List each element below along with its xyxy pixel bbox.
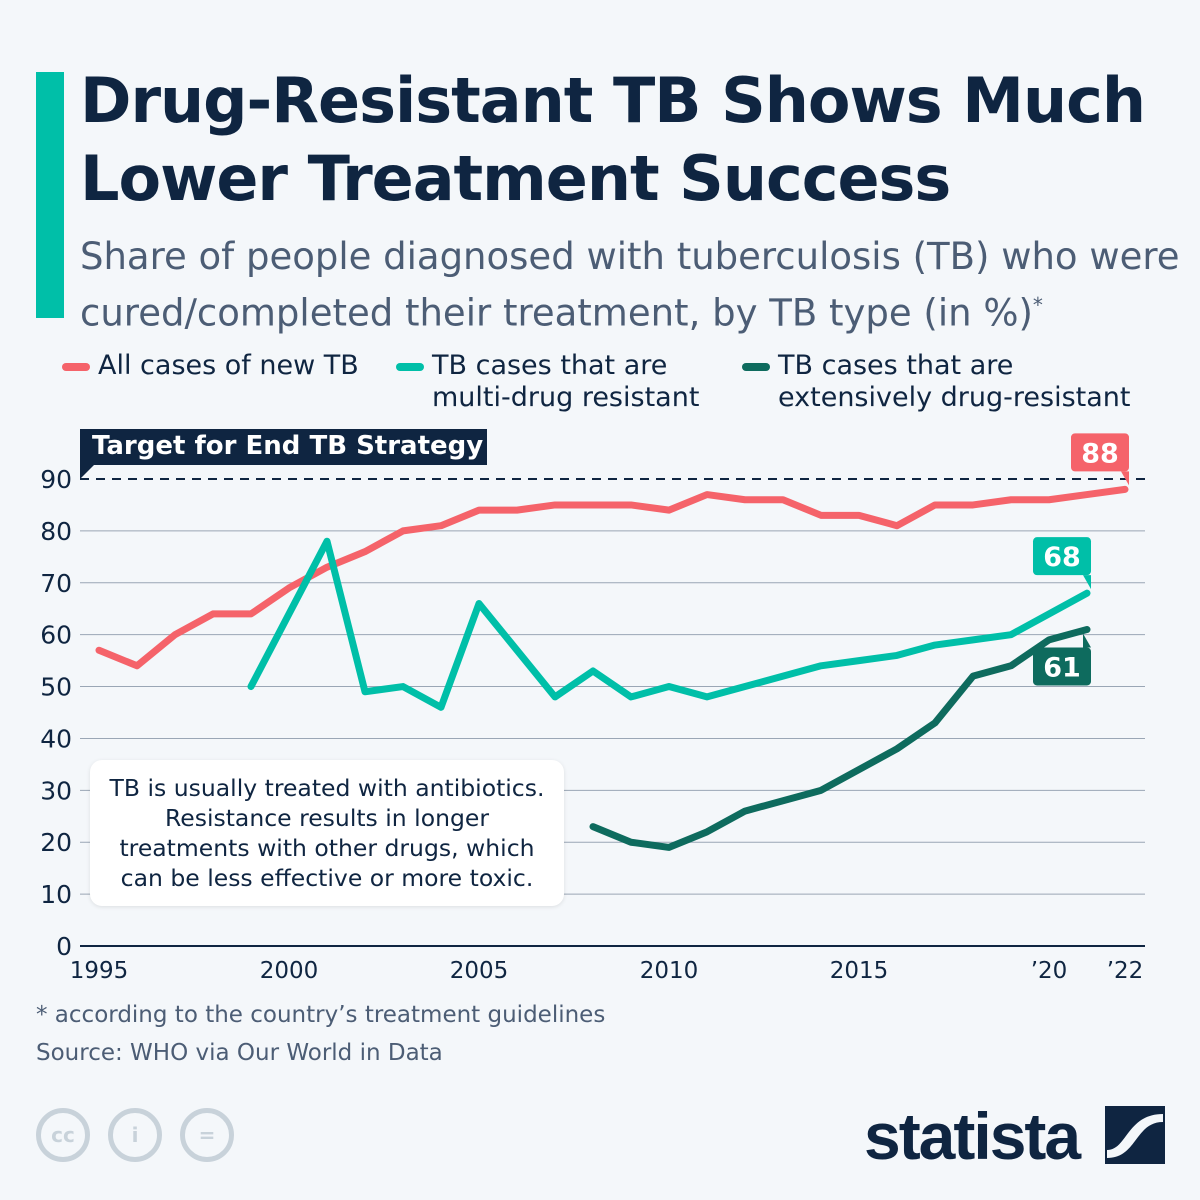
badge-pointer	[1121, 471, 1129, 486]
target-label-box	[80, 429, 487, 479]
no-derivatives-icon[interactable]: =	[180, 1108, 234, 1162]
legend-item-mdr: TB cases that are multi-drug resistant	[396, 350, 700, 414]
end-value-badge	[1033, 647, 1091, 686]
x-tick-label: ’22	[1107, 958, 1144, 984]
y-tick-label: 40	[40, 724, 72, 753]
logo-text: statista	[864, 1099, 1081, 1173]
y-tick-label: 90	[40, 465, 72, 494]
legend-label: TB cases that are	[432, 350, 668, 381]
accent-bar	[36, 72, 64, 318]
y-tick-label: 70	[40, 569, 72, 598]
cc-icon[interactable]: cc	[36, 1108, 90, 1162]
x-tick-label: 2000	[260, 958, 319, 984]
end-value-label: 68	[1043, 542, 1081, 573]
line-chart: Target for End TB Strategy 0 10 20 30 40 50 60…	[40, 429, 1145, 984]
y-tick-label: 10	[40, 880, 72, 909]
series-line-2	[589, 625, 1091, 851]
y-tick-label: 50	[40, 673, 72, 702]
subtitle-text: Share of people diagnosed with tuberculo…	[80, 235, 1180, 335]
badge-pointer	[1083, 633, 1091, 648]
end-value-label: 88	[1081, 438, 1119, 469]
target-label: Target for End TB Strategy	[92, 431, 483, 461]
legend-swatch	[62, 363, 90, 371]
legend-label: All cases of new TB	[98, 350, 359, 381]
y-tick-label: 80	[40, 517, 72, 546]
x-tick-label: 2015	[830, 958, 889, 984]
end-value-badge	[1071, 433, 1129, 472]
end-value-badge	[1033, 537, 1091, 576]
footnote-mark: *	[1032, 293, 1043, 317]
x-tick-label: ’20	[1031, 958, 1068, 984]
badge-pointer	[1083, 575, 1091, 590]
legend-item-xdr: TB cases that are extensively drug-resist…	[742, 350, 1131, 414]
chart-subtitle: Share of people diagnosed with tuberculo…	[80, 233, 1180, 337]
y-tick-label: 0	[56, 932, 72, 961]
x-tick-label: 2010	[640, 958, 699, 984]
x-tick-label: 2005	[450, 958, 509, 984]
footnote: * according to the country’s treatment g…	[36, 1002, 606, 1028]
attribution-icon[interactable]: i	[108, 1108, 162, 1162]
y-tick-label: 20	[40, 828, 72, 857]
legend-label: TB cases that are	[778, 350, 1014, 381]
statista-logo[interactable]: statista	[864, 1098, 1081, 1174]
series-line-1	[247, 537, 1091, 711]
source: Source: WHO via Our World in Data	[36, 1040, 443, 1066]
legend-label: multi-drug resistant	[432, 382, 700, 413]
end-value-label: 61	[1043, 652, 1081, 683]
annotation-box: TB is usually treated with antibiotics. …	[90, 760, 564, 906]
y-tick-label: 60	[40, 621, 72, 650]
legend-swatch	[742, 363, 770, 371]
legend-swatch	[396, 363, 424, 371]
y-tick-label: 30	[40, 776, 72, 805]
legend-label: extensively drug-resistant	[778, 382, 1131, 413]
x-tick-label: 1995	[70, 958, 129, 984]
series-line-0	[95, 485, 1129, 670]
chart-title: Drug-Resistant TB Shows Much Lower Treat…	[80, 64, 1146, 215]
annotation-text: TB is usually treated with antibiotics. …	[109, 774, 545, 892]
legend-item-new-tb: All cases of new TB	[62, 350, 359, 382]
statista-logo-icon	[1105, 1106, 1165, 1164]
